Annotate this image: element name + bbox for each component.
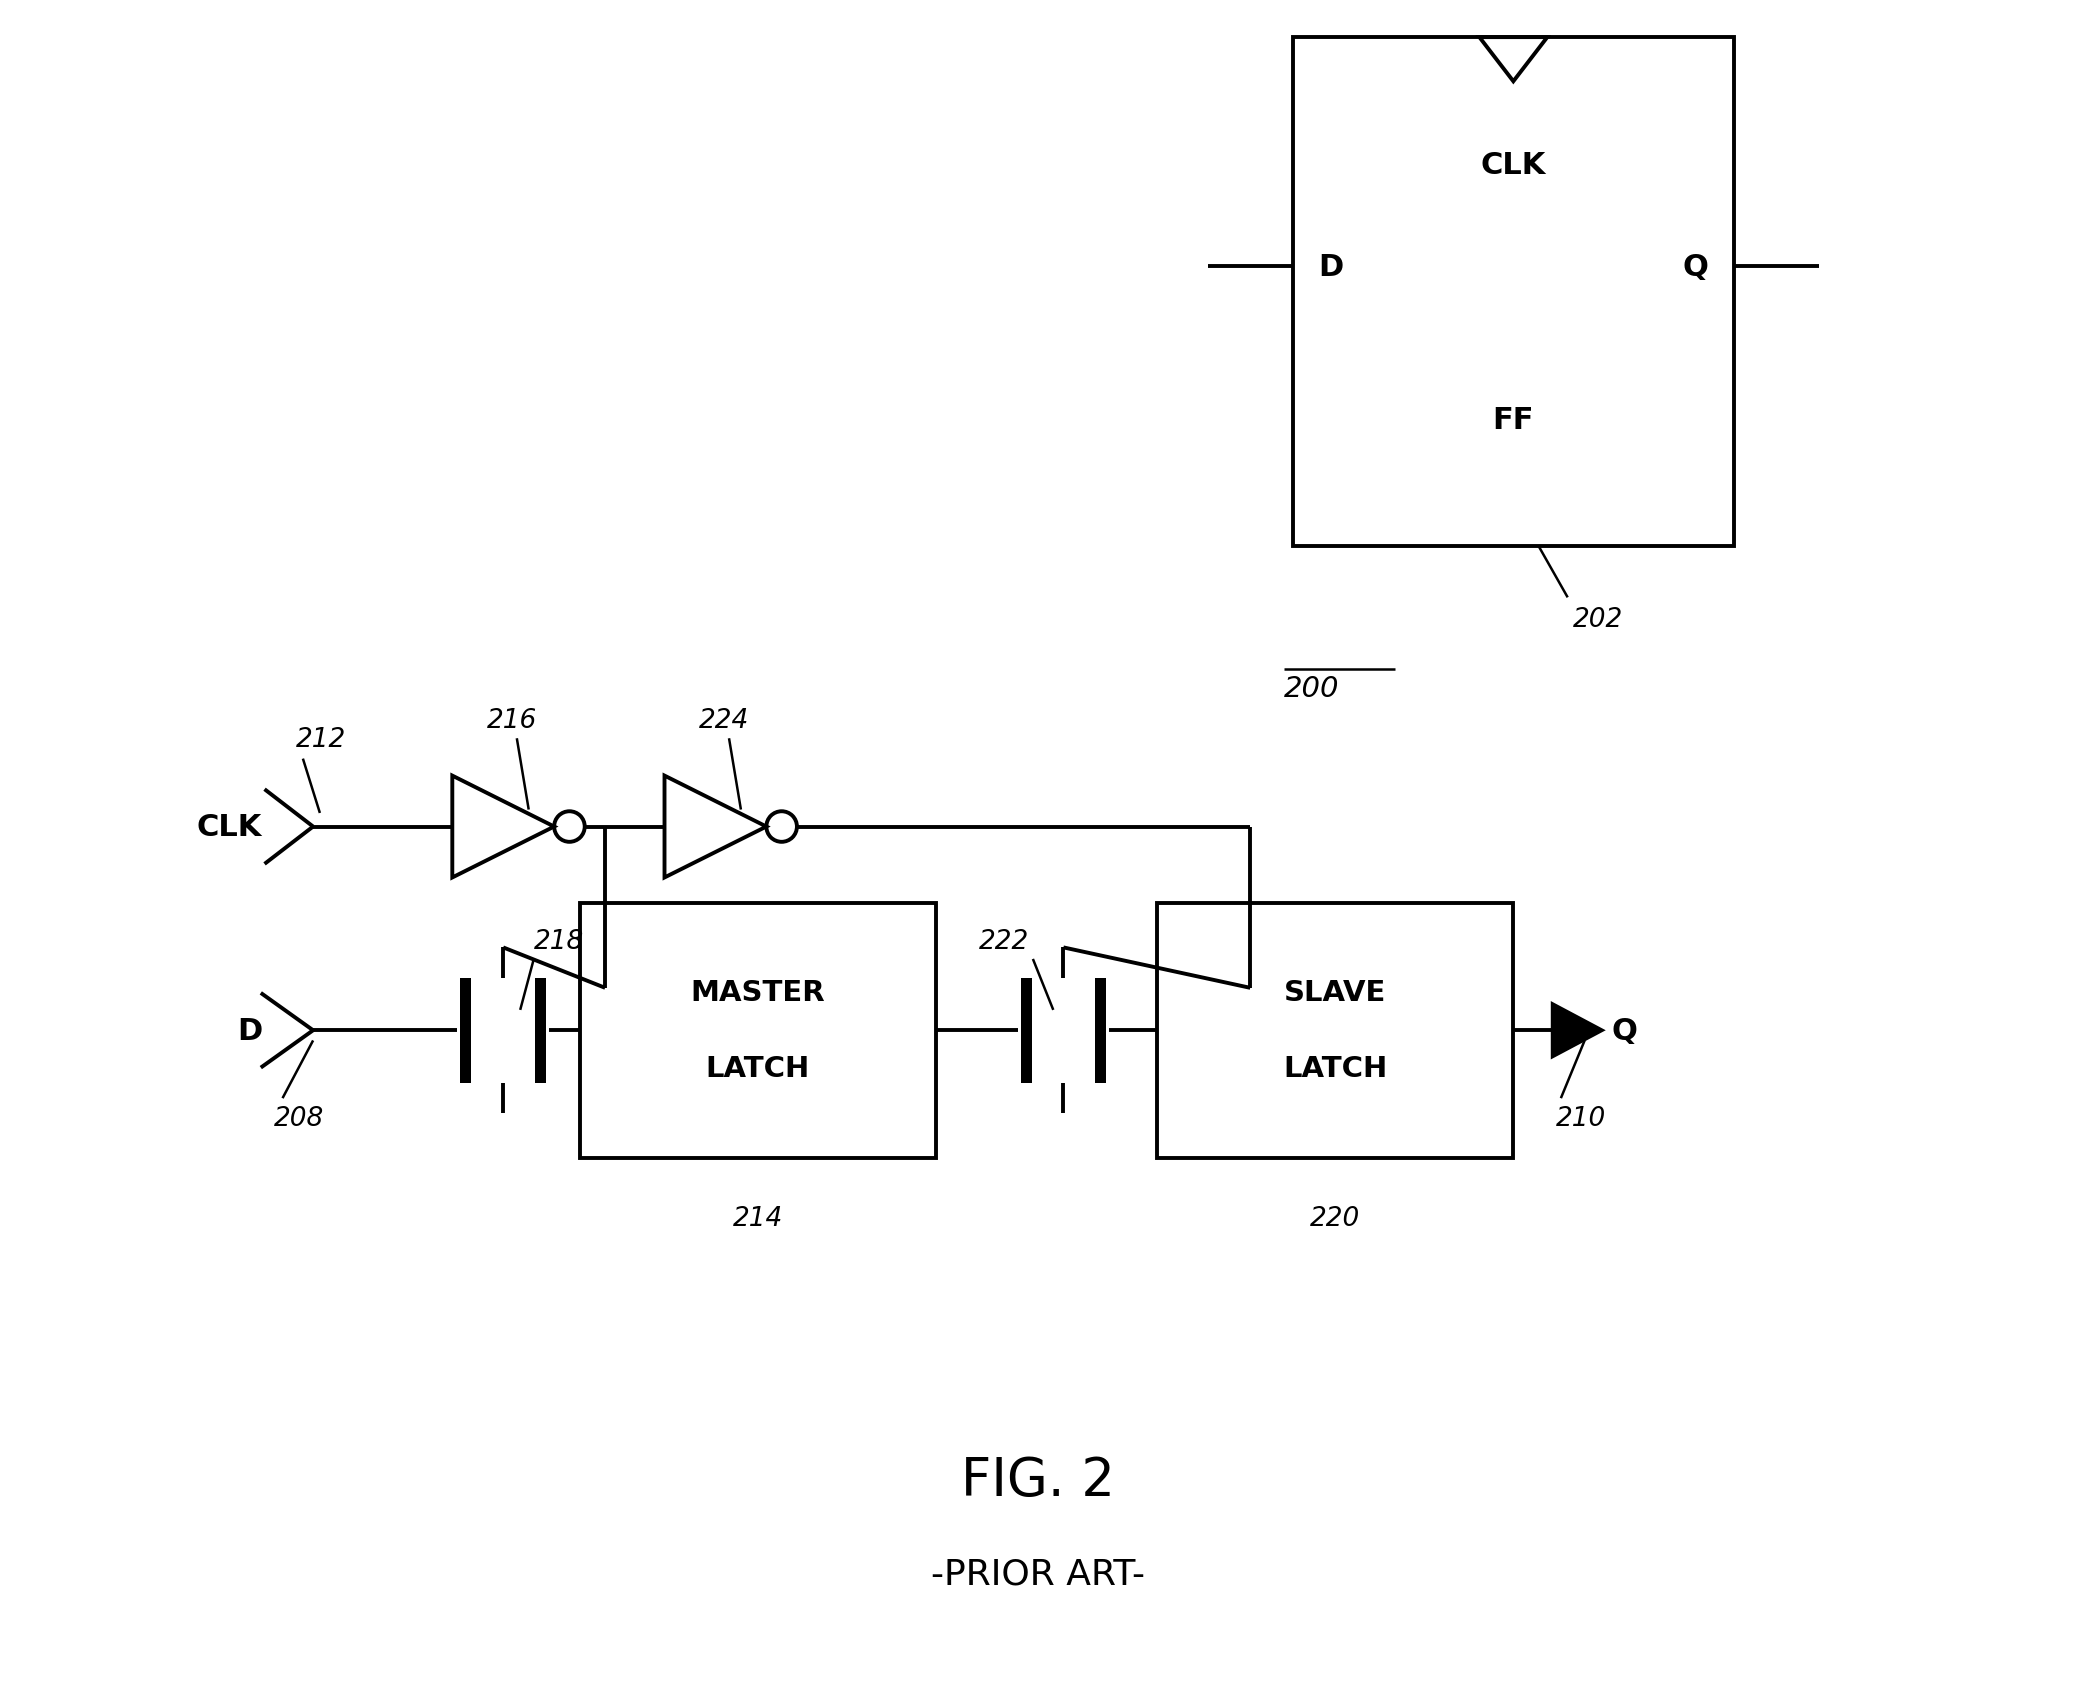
- Text: SLAVE: SLAVE: [1283, 979, 1387, 1006]
- Bar: [579, 904, 936, 1158]
- Text: 224: 224: [700, 708, 749, 733]
- Text: Q: Q: [1611, 1016, 1638, 1045]
- Text: 212: 212: [297, 726, 347, 752]
- Text: 218: 218: [534, 928, 583, 955]
- Bar: [1156, 904, 1513, 1158]
- Text: CLK: CLK: [197, 813, 262, 842]
- Bar: [1293, 38, 1733, 547]
- Text: 216: 216: [486, 708, 538, 733]
- Text: 210: 210: [1555, 1105, 1607, 1132]
- Text: 220: 220: [1310, 1205, 1360, 1231]
- Text: Q: Q: [1684, 252, 1709, 281]
- Text: 222: 222: [978, 928, 1030, 955]
- Bar: [1096, 979, 1107, 1083]
- Text: 208: 208: [274, 1105, 324, 1132]
- Text: FIG. 2: FIG. 2: [961, 1454, 1115, 1506]
- Text: MASTER: MASTER: [691, 979, 824, 1006]
- Text: LATCH: LATCH: [1283, 1055, 1387, 1083]
- Text: D: D: [1318, 252, 1343, 281]
- Text: -PRIOR ART-: -PRIOR ART-: [930, 1557, 1146, 1591]
- Text: 214: 214: [733, 1205, 783, 1231]
- Text: 200: 200: [1285, 675, 1339, 702]
- Text: CLK: CLK: [1480, 150, 1547, 179]
- Text: D: D: [237, 1016, 262, 1045]
- Text: FF: FF: [1493, 406, 1534, 435]
- Bar: [461, 979, 471, 1083]
- Bar: [1021, 979, 1032, 1083]
- Text: LATCH: LATCH: [706, 1055, 810, 1083]
- Text: 202: 202: [1574, 607, 1623, 633]
- Polygon shape: [1553, 1004, 1601, 1057]
- Bar: [536, 979, 546, 1083]
